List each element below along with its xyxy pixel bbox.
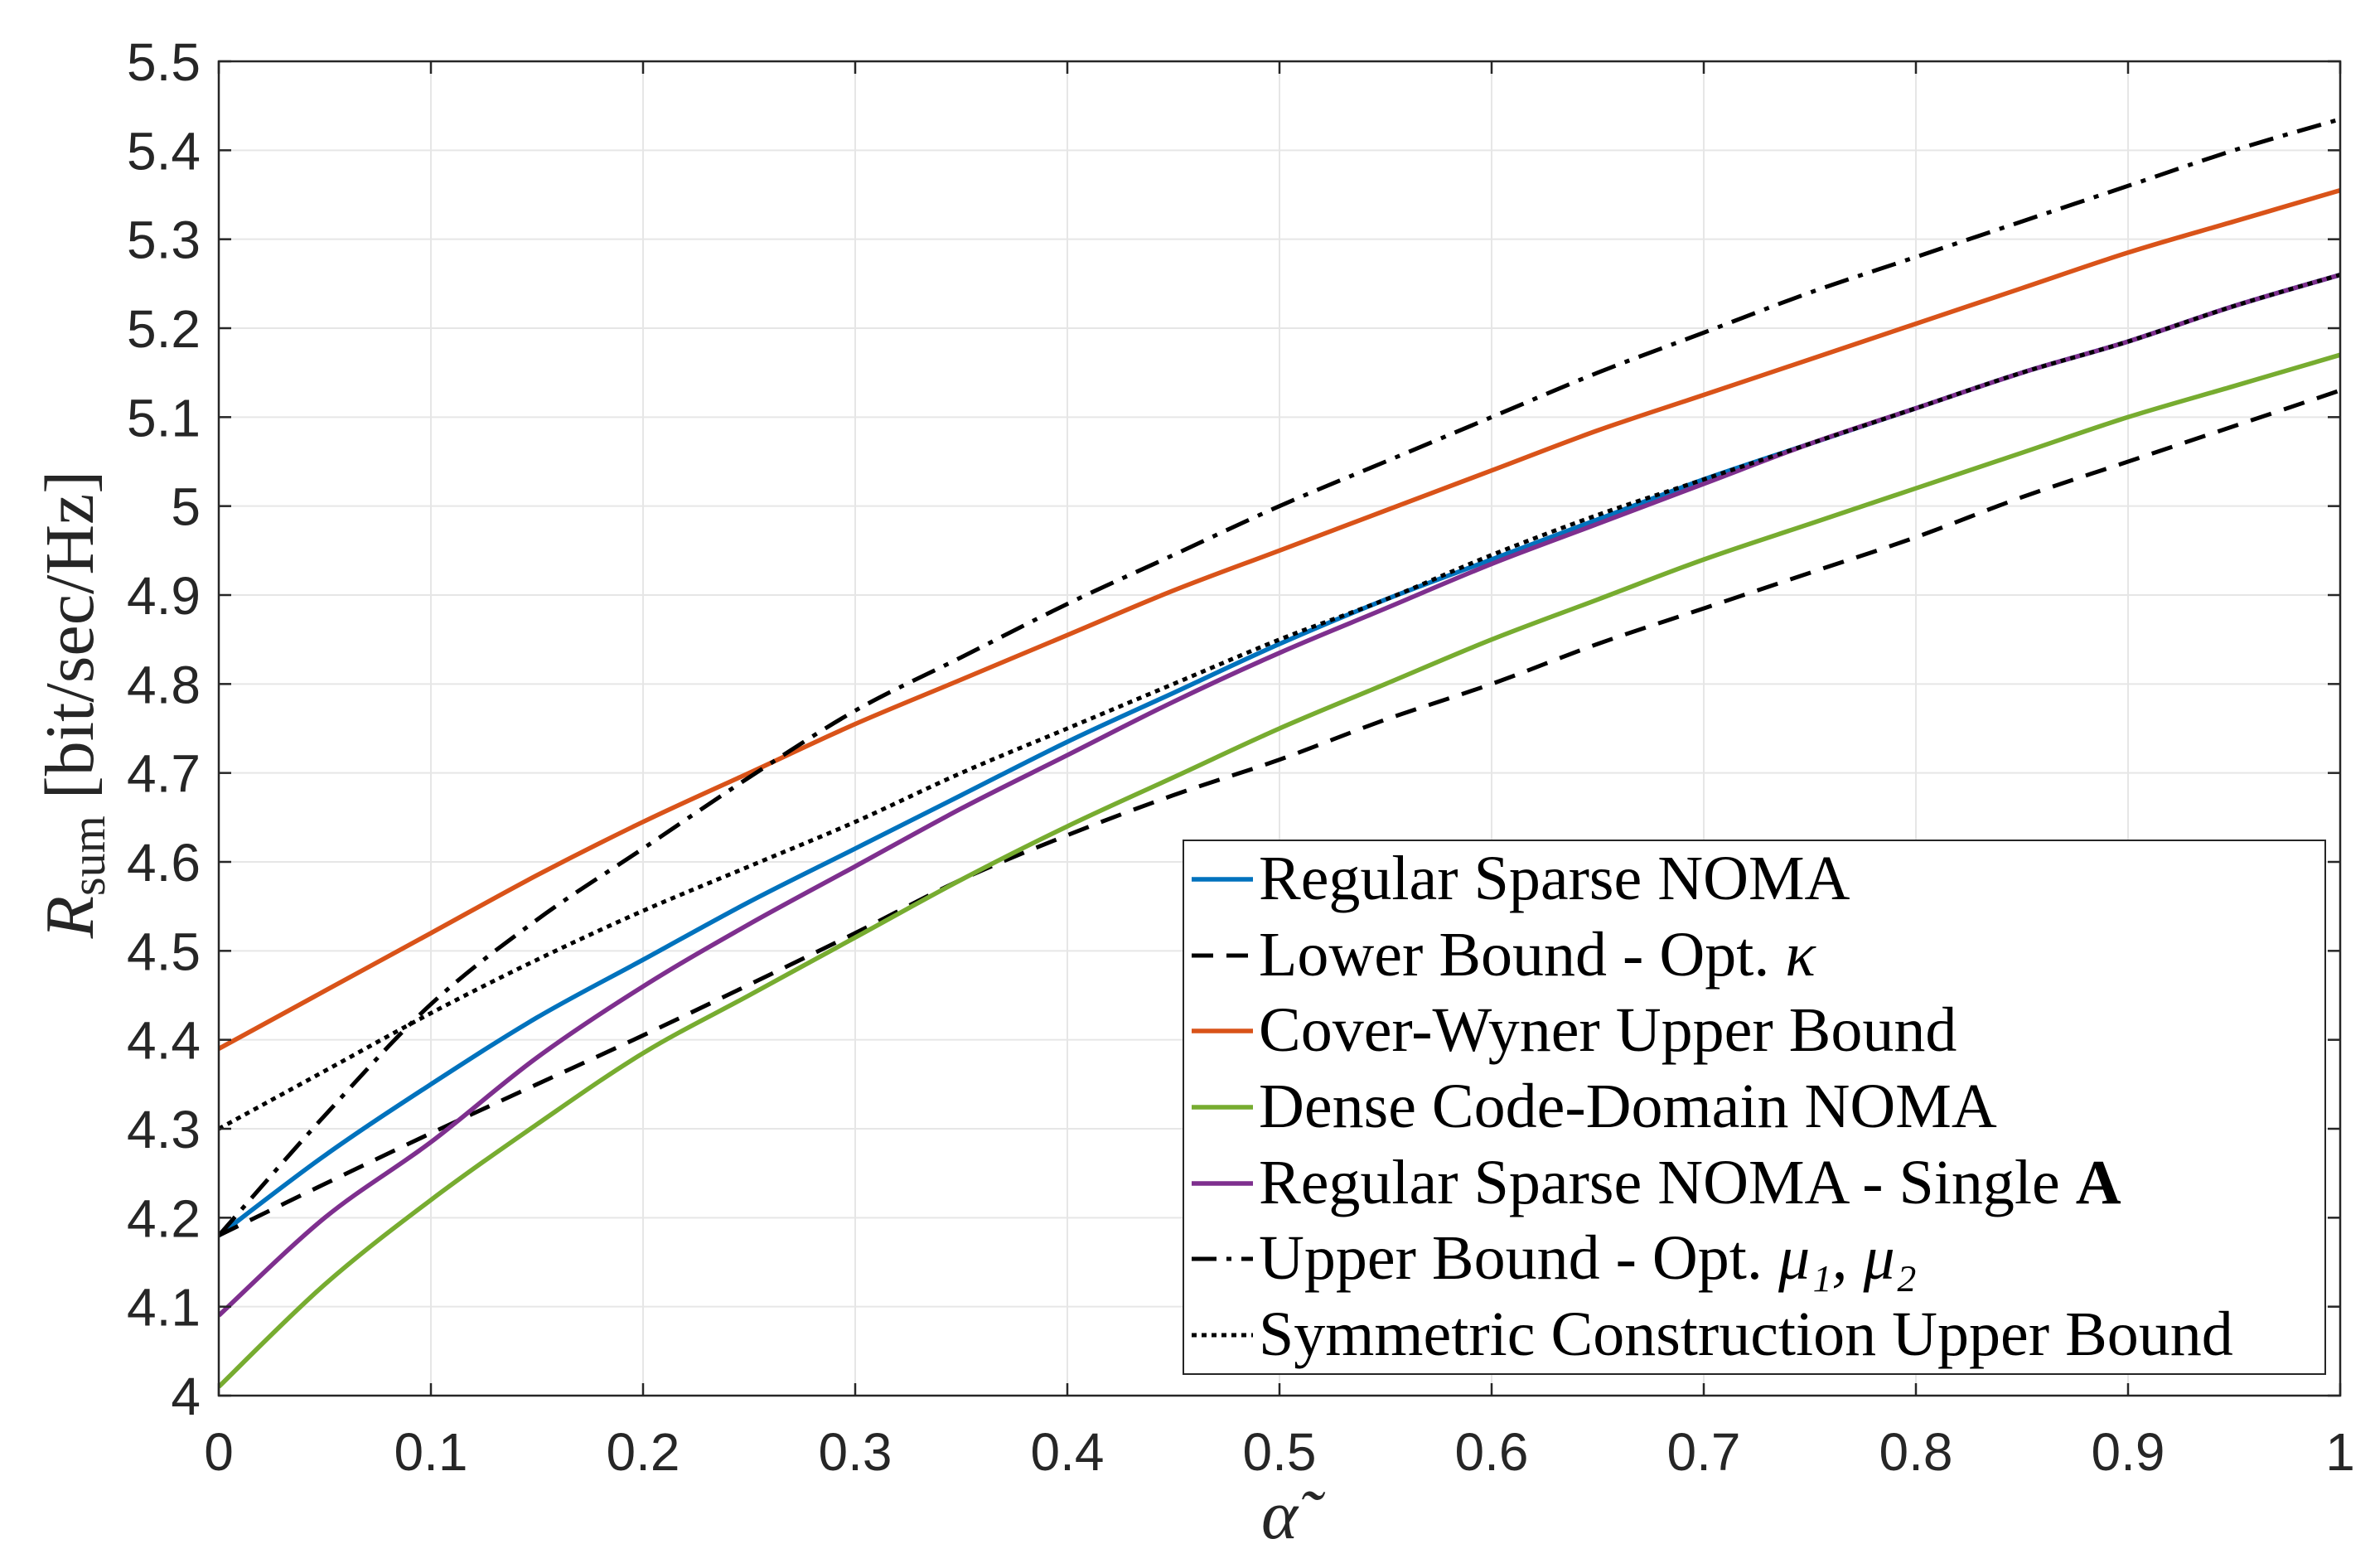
legend-line-sample [1192, 877, 1253, 882]
y-axis-label-unit: [bit/sec/Hz] [31, 471, 109, 800]
legend-label-text: Upper Bound - Opt. [1259, 1223, 1763, 1294]
legend-label: Regular Sparse NOMA - Single A [1259, 1145, 2121, 1222]
legend-line-sample [1192, 1028, 1253, 1034]
y-axis-label: Rsum [bit/sec/Hz] [31, 471, 115, 940]
legend-label-text: Cover-Wyner Upper Bound [1259, 995, 1957, 1066]
x-tick-label: 0.6 [1455, 1422, 1529, 1482]
legend-entry-regular-sparse-noma: Regular Sparse NOMA [1184, 841, 2324, 917]
y-tick-label: 5.2 [127, 299, 201, 359]
y-tick-label: 5 [171, 477, 201, 537]
legend-line-sample [1192, 1181, 1253, 1186]
y-tick-label: 5.3 [127, 211, 201, 270]
legend-label: Cover-Wyner Upper Bound [1259, 993, 1957, 1069]
legend-entry-dense-code-domain-noma: Dense Code-Domain NOMA [1184, 1069, 2324, 1145]
axes-box [217, 60, 2342, 1397]
y-tick-label: 4.2 [127, 1188, 201, 1248]
y-tick-label: 4.8 [127, 655, 201, 714]
legend-label-text: Regular Sparse NOMA - Single [1259, 1147, 2060, 1217]
legend-label: Lower Bound - Opt. κ [1259, 917, 1816, 994]
legend-label-text: Symmetric Construction Upper Bound [1259, 1299, 2233, 1370]
y-axis-label-symbol: R [31, 896, 109, 939]
legend-entry-lower-bound-opt-kappa: Lower Bound - Opt. κ [1184, 917, 2324, 994]
y-tick-label: 4.1 [127, 1278, 201, 1338]
legend-label-text: Lower Bound - Opt. [1259, 919, 1770, 990]
x-tick-label: 0.7 [1667, 1422, 1741, 1482]
legend-label-math: μ₁, μ₂ [1778, 1223, 1918, 1294]
legend-line-sample [1192, 1333, 1253, 1338]
legend-label: Upper Bound - Opt. μ₁, μ₂ [1259, 1221, 1917, 1297]
x-tick-label: 0.5 [1243, 1422, 1317, 1482]
x-tick-label: 0.2 [607, 1422, 680, 1482]
legend-label-text: Dense Code-Domain NOMA [1259, 1072, 1997, 1142]
legend-line-sample [1192, 953, 1253, 958]
legend-label-math: A [2075, 1147, 2121, 1217]
y-tick-label: 4.4 [127, 1011, 201, 1071]
x-axis-label: α̃ [1261, 1477, 1326, 1554]
legend-label-text: Regular Sparse NOMA [1259, 844, 1850, 913]
y-tick-label: 4.6 [127, 833, 201, 893]
legend: Regular Sparse NOMA Lower Bound - Opt. κ … [1183, 840, 2326, 1375]
series-group [219, 117, 2340, 1389]
series-line-dense-code-domain-noma-solid [219, 352, 2340, 1389]
y-tick-label: 5.5 [127, 32, 201, 92]
series-line-lower-bound-opt-dashed [219, 388, 2340, 1238]
x-tick-label: 0.8 [1879, 1422, 1953, 1482]
x-tick-label: 1 [2325, 1422, 2355, 1482]
x-tick-label: 0 [204, 1422, 234, 1482]
series-line-upper-bound-opt-dash-dot [219, 117, 2340, 1237]
y-tick-label: 5.1 [127, 388, 201, 448]
legend-entry-upper-bound-opt-mu: Upper Bound - Opt. μ₁, μ₂ [1184, 1221, 2324, 1297]
legend-line-sample [1192, 1105, 1253, 1110]
legend-label: Symmetric Construction Upper Bound [1259, 1297, 2233, 1373]
y-tick-label: 4.5 [127, 922, 201, 981]
y-tick-label: 5.4 [127, 121, 201, 181]
legend-entry-regular-sparse-noma-single-a: Regular Sparse NOMA - Single A [1184, 1145, 2324, 1222]
legend-label: Dense Code-Domain NOMA [1259, 1069, 1997, 1145]
legend-line-sample [1192, 1256, 1253, 1261]
y-tick-labels: 4 4.1 4.2 4.3 4.4 4.5 4.6 4.7 4.8 4.9 5 5.1 5.2 5.3 5.… [127, 32, 201, 1426]
y-axis-label-subscript: sum [61, 815, 115, 896]
y-tick-label: 4 [171, 1367, 201, 1426]
legend-label: Regular Sparse NOMA [1259, 841, 1850, 917]
y-tick-label: 4.3 [127, 1100, 201, 1159]
y-tick-label: 4.9 [127, 566, 201, 626]
x-tick-label: 0.1 [394, 1422, 468, 1482]
x-tick-label: 0.4 [1031, 1422, 1105, 1482]
x-tick-label: 0.9 [2092, 1422, 2165, 1482]
series-line-cover-wyner-upper-bound-solid [219, 187, 2340, 1051]
legend-entry-symmetric-construction-upper-bound: Symmetric Construction Upper Bound [1184, 1297, 2324, 1373]
series-line-symmetric-construction-upper-bound-dotted [219, 273, 2340, 1131]
y-tick-label: 4.7 [127, 744, 201, 804]
x-tick-label: 0.3 [819, 1422, 892, 1482]
legend-label-math: κ [1785, 919, 1816, 990]
legend-entry-cover-wyner-upper-bound: Cover-Wyner Upper Bound [1184, 993, 2324, 1069]
x-tick-labels: 0 0.1 0.2 0.3 0.4 0.5 0.6 0.7 0.8 0.9 1 [204, 1422, 2355, 1482]
